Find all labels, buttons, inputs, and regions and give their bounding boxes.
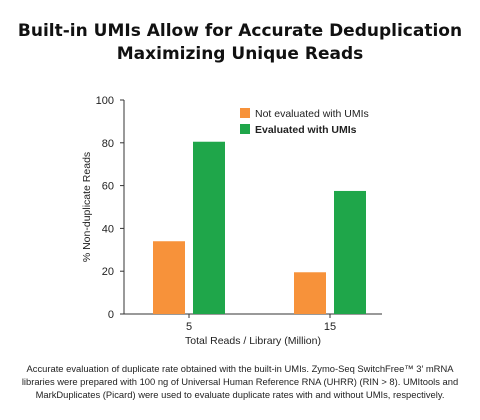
y-tick-label: 80 (102, 138, 114, 150)
bar (334, 190, 366, 314)
chart-title: Built-in UMIs Allow for Accurate Dedupli… (0, 20, 480, 66)
bar (153, 241, 185, 314)
y-tick-label: 60 (102, 181, 114, 193)
y-axis-label: % Non-duplicate Reads (81, 152, 93, 262)
chart-title-line-2: Maximizing Unique Reads (116, 44, 364, 64)
caption-line-2: libraries were prepared with 100 ng of U… (21, 376, 459, 387)
x-tick-label: 5 (186, 321, 192, 333)
bar (294, 272, 326, 314)
caption-line-1: Accurate evaluation of duplicate rate ob… (26, 363, 454, 374)
legend-swatch (240, 124, 250, 134)
legend-swatch (240, 108, 250, 118)
y-tick-label: 100 (96, 95, 114, 107)
y-tick-label: 20 (102, 266, 114, 278)
x-axis-label: Total Reads / Library (Million) (185, 335, 321, 347)
caption-line-3: MarkDuplicates (Picard) were used to eva… (35, 389, 445, 400)
legend-label: Not evaluated with UMIs (255, 108, 369, 120)
bar (193, 141, 225, 314)
figure-caption: Accurate evaluation of duplicate rate ob… (16, 362, 464, 401)
legend-label: Evaluated with UMIs (255, 124, 357, 136)
y-tick-label: 0 (108, 309, 114, 321)
chart-title-line-1: Built-in UMIs Allow for Accurate Dedupli… (17, 21, 463, 41)
x-tick-label: 15 (324, 321, 336, 333)
y-tick-label: 40 (102, 223, 114, 235)
